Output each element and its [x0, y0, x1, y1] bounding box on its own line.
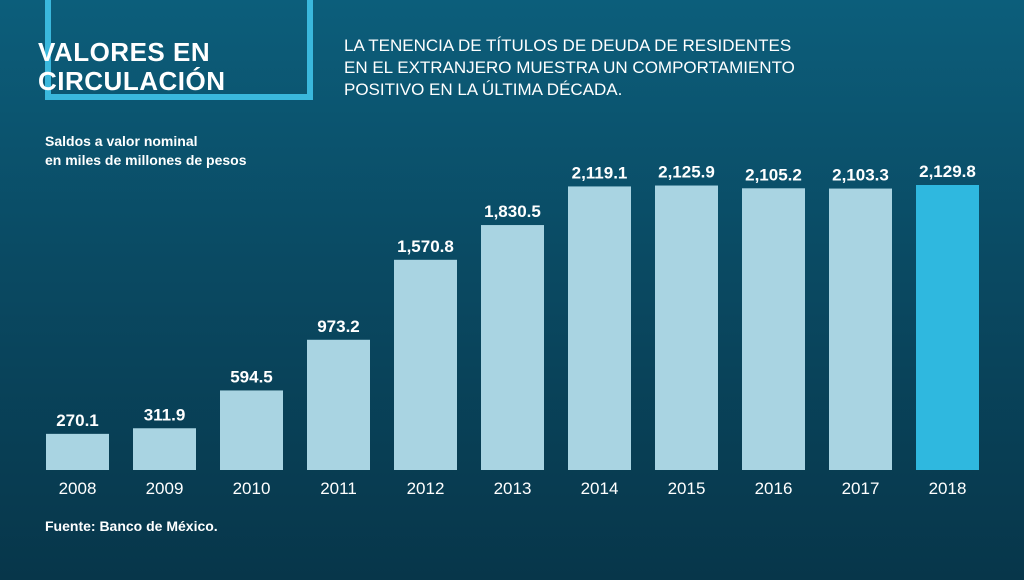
value-label-2008: 270.1 [56, 411, 99, 430]
title-line-2: CIRCULACIÓN [38, 66, 226, 96]
title-box [45, 0, 313, 100]
title-line-1: VALORES EN [38, 37, 211, 67]
value-label-2011: 973.2 [317, 317, 360, 336]
chart-title: VALORES EN CIRCULACIÓN [38, 38, 226, 96]
bar-2009 [133, 428, 196, 470]
value-label-2017: 2,103.3 [832, 166, 889, 185]
value-label-2010: 594.5 [230, 367, 273, 386]
x-tick-2011: 2011 [320, 479, 357, 498]
bar-2010 [220, 390, 283, 470]
x-tick-2018: 2018 [929, 479, 967, 498]
value-label-2018: 2,129.8 [919, 162, 976, 181]
bar-2018 [916, 185, 979, 470]
bar-2016 [742, 188, 805, 470]
value-label-2016: 2,105.2 [745, 165, 802, 184]
x-tick-2009: 2009 [146, 479, 184, 498]
subtitle-line-1: LA TENENCIA DE TÍTULOS DE DEUDA DE RESID… [344, 36, 792, 55]
x-tick-2010: 2010 [233, 479, 271, 498]
bar-2013 [481, 225, 544, 470]
unit-label-line-2: en miles de millones de pesos [45, 152, 247, 168]
source-note: Fuente: Banco de México. [45, 518, 218, 534]
bar-2012 [394, 259, 457, 470]
chart-subtitle: LA TENENCIA DE TÍTULOS DE DEUDA DE RESID… [344, 35, 984, 101]
value-label-2015: 2,125.9 [658, 163, 715, 182]
bar-2015 [655, 185, 718, 470]
x-tick-2012: 2012 [407, 479, 445, 498]
x-tick-2014: 2014 [581, 479, 619, 498]
bar-2017 [829, 188, 892, 470]
unit-label: Saldos a valor nominal en miles de millo… [45, 132, 247, 170]
bar-2008 [46, 433, 109, 470]
x-tick-2017: 2017 [842, 479, 880, 498]
subtitle-line-2: EN EL EXTRANJERO MUESTRA UN COMPORTAMIEN… [344, 58, 795, 77]
bar-2014 [568, 186, 631, 470]
value-label-2009: 311.9 [144, 405, 186, 424]
x-tick-2015: 2015 [668, 479, 706, 498]
value-label-2014: 2,119.1 [572, 163, 628, 182]
bar-2011 [307, 339, 370, 470]
value-label-2012: 1,570.8 [397, 237, 454, 256]
x-tick-2016: 2016 [755, 479, 793, 498]
x-tick-2008: 2008 [59, 479, 97, 498]
unit-label-line-1: Saldos a valor nominal [45, 133, 198, 149]
x-tick-2013: 2013 [494, 479, 532, 498]
subtitle-line-3: POSITIVO EN LA ÚLTIMA DÉCADA. [344, 80, 623, 99]
value-label-2013: 1,830.5 [484, 202, 541, 221]
